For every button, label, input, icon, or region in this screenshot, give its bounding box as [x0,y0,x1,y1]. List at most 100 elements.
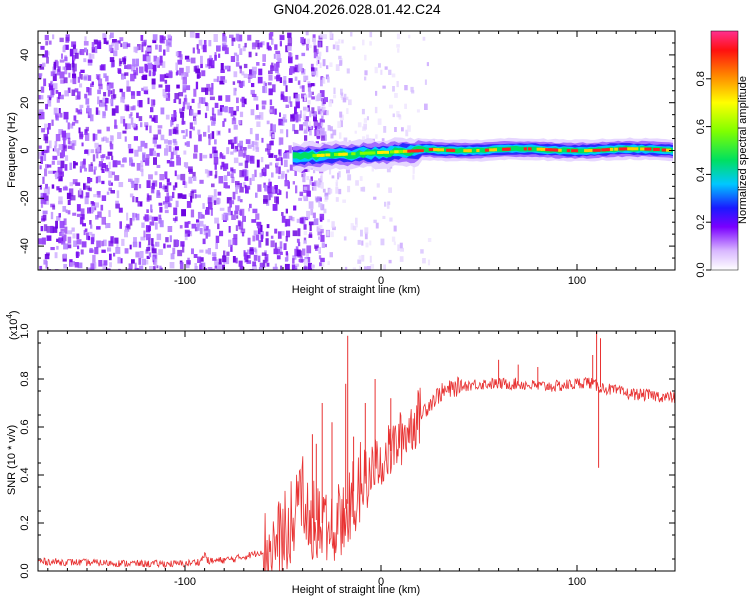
colorbar-tick-label: 0.4 [695,167,707,182]
heatmap-cell [256,121,261,127]
heatmap-cell [184,72,189,77]
heatmap-cell [246,249,250,254]
heatmap-cell [151,238,154,246]
heatmap-cell [144,142,148,149]
heatmap-cell [92,133,96,142]
heatmap-cell [197,48,200,54]
heatmap-cell [268,109,273,113]
heatmap-cell [42,54,46,58]
heatmap-cell [241,80,245,87]
heatmap-cell [62,206,67,212]
heatmap-cell [50,80,54,86]
heatmap-cell [309,179,312,186]
heatmap-cell [196,223,200,231]
heatmap-cell [377,118,382,125]
heatmap-cell [154,216,158,221]
heatmap-cell [220,63,224,71]
heatmap-cell [39,64,45,70]
heatmap-cell [111,108,116,116]
heatmap-cell [251,70,256,78]
heatmap-cell [273,248,278,255]
heatmap-cell [147,97,150,105]
signal-hotspot [536,147,543,151]
heatmap-cell [223,79,227,83]
heatmap-cell [40,86,45,93]
heatmap-cell [63,243,69,250]
heatmap-cell [67,236,72,244]
heatmap-cell [245,139,251,144]
heatmap-cell [151,248,157,254]
heatmap-cell [268,191,274,198]
heatmap-cell [195,68,201,74]
heatmap-cell [228,226,231,233]
heatmap-cell [58,239,62,243]
heatmap-cell [117,132,122,139]
heatmap-cell [110,236,114,244]
heatmap-cell [314,128,317,137]
heatmap-cell [193,117,197,125]
heatmap-cell [350,32,353,37]
heatmap-cell [132,212,135,220]
heatmap-cell [95,215,99,220]
heatmap-cell [59,220,65,229]
heatmap-cell [133,70,136,76]
heatmap-cell [50,247,55,251]
heatmap-cell [255,213,260,220]
heatmap-cell [59,95,64,100]
heatmap-cell [251,42,256,50]
heatmap-cell [300,259,306,263]
heatmap-cell [181,73,186,80]
signal-hotspot [403,149,410,153]
heatmap-cell [180,241,185,247]
heatmap-cell [363,118,367,123]
heatmap-cell [141,258,146,266]
heatmap-cell [156,191,159,198]
heatmap-cell [275,196,279,205]
heatmap-cell [130,106,134,111]
heatmap-cell [391,236,396,242]
heatmap-cell [339,132,342,139]
heatmap-cell [317,56,321,60]
heatmap-cell [44,50,49,58]
heatmap-cell [98,260,103,267]
signal-hotspot [545,148,552,152]
heatmap-cell [47,99,52,107]
heatmap-cell [254,115,260,120]
y-tick-label: 1.0 [19,323,31,338]
heatmap-cell [224,65,230,70]
heatmap-cell [299,191,304,197]
heatmap-cell [263,172,266,177]
heatmap-cell [213,200,217,205]
heatmap-cell [58,188,62,193]
heatmap-cell [151,82,156,90]
heatmap-cell [317,108,322,115]
heatmap-cell [126,86,131,92]
heatmap-cell [156,265,159,269]
heatmap-cell [160,107,165,115]
heatmap-cell [58,196,63,205]
heatmap-cell [376,183,380,188]
heatmap-cell [286,152,290,159]
heatmap-cell [302,195,306,199]
heatmap-cell [164,139,168,144]
heatmap-cell [94,142,99,148]
heatmap-cell [110,98,114,107]
heatmap-cell [175,62,178,70]
heatmap-cell [51,160,55,165]
heatmap-cell [71,227,75,232]
heatmap-cell [233,71,238,78]
heatmap-cell [79,131,83,140]
heatmap-cell [143,230,146,238]
heatmap-cell [174,115,177,122]
heatmap-cell [124,225,130,232]
heatmap-cell [103,136,107,141]
heatmap-cell [293,205,297,211]
colorbar-tick-label: 0.0 [695,262,707,277]
heatmap-cell [156,144,162,149]
heatmap-cell [54,141,58,147]
signal-hotspot [394,150,400,154]
signal-hotspot [433,148,439,152]
heatmap-cell [74,162,78,166]
heatmap-cell [148,174,153,180]
heatmap-cell [269,162,273,166]
